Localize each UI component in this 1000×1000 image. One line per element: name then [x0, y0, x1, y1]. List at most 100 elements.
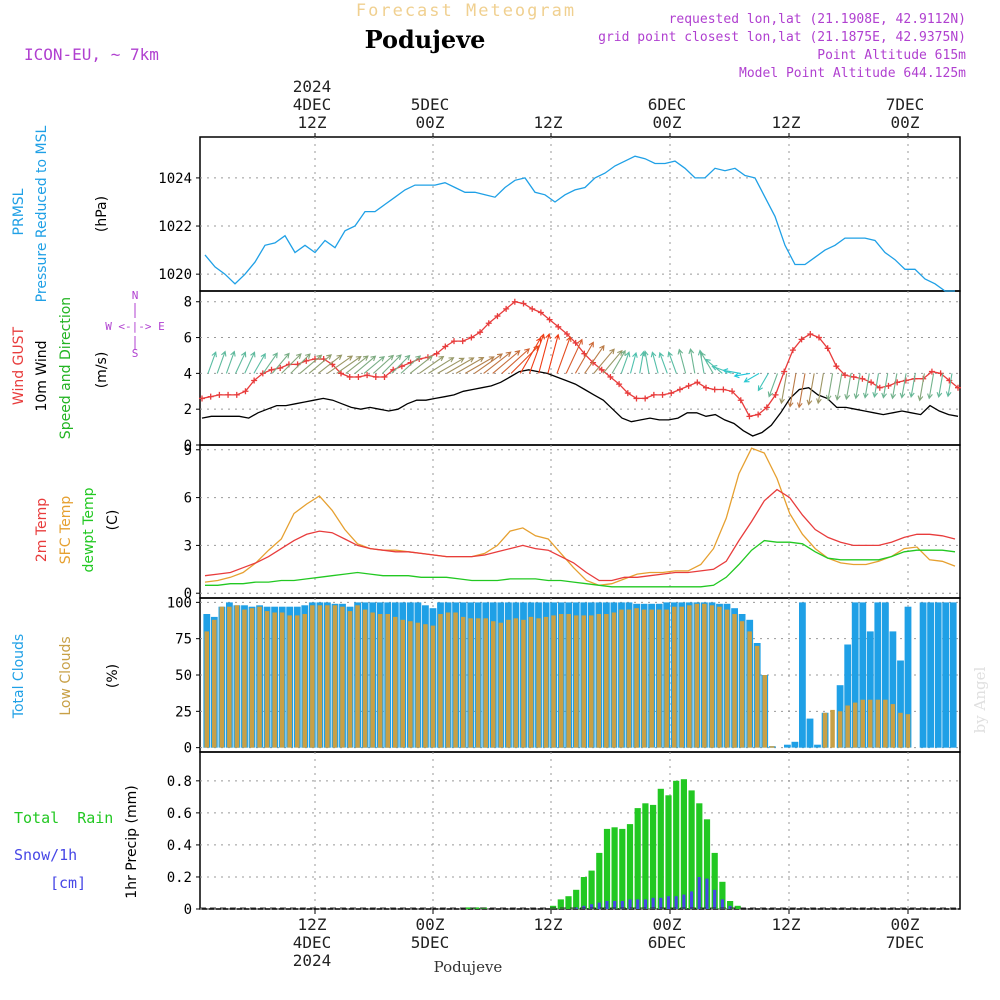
wind-direction-arrow [667, 351, 677, 374]
low-cloud-bar [649, 609, 654, 748]
wind-direction-arrow [927, 373, 935, 400]
point-altitude: Point Altitude 615m [817, 48, 966, 63]
rain-bar [473, 907, 480, 909]
wind-direction-arrow [299, 354, 323, 374]
snow-bar [690, 891, 694, 909]
gust-marker [477, 329, 484, 336]
temperature-ytick-label: 3 [184, 538, 192, 554]
wind-direction-arrow [528, 333, 545, 374]
low-cloud-bar [393, 616, 398, 748]
gust-marker [902, 377, 909, 384]
gust-marker [537, 309, 544, 316]
compass-n: N [132, 289, 139, 302]
snow-bar [590, 904, 594, 909]
low-cloud-bar [672, 606, 677, 748]
total-cloud-bar [919, 602, 927, 748]
snow-bar [636, 899, 640, 909]
rain-bar [580, 877, 587, 909]
top-tick-label: 2024 [293, 77, 332, 96]
temp2m-label: 2m Temp [34, 498, 50, 562]
top-tick-label: 00Z [416, 113, 445, 132]
2m-temp-line [204, 488, 956, 582]
wind-direction-arrow [372, 354, 395, 374]
total-cloud-bar [806, 718, 814, 748]
low-cloud-bar [619, 609, 624, 748]
gust-marker [642, 395, 649, 402]
precip-ytick-label: 0.8 [167, 774, 192, 790]
gust-marker [842, 372, 849, 379]
wind-direction-arrow [363, 355, 385, 374]
gust-marker [259, 370, 266, 377]
wind-direction-arrow [602, 349, 623, 374]
top-tick-label: 00Z [653, 113, 682, 132]
gust-marker [685, 382, 692, 389]
top-tick-label: 7DEC [886, 95, 925, 114]
wind-direction-arrow [584, 344, 605, 374]
low-cloud-bar [521, 619, 526, 748]
low-clouds-label: Low Clouds [58, 636, 74, 715]
gust-marker [659, 391, 666, 398]
wind-direction-arrow [862, 373, 870, 399]
snow-bar [682, 894, 686, 909]
low-cloud-bar [898, 712, 903, 748]
total-cloud-bar [851, 602, 859, 748]
gust-marker [511, 298, 518, 305]
low-cloud-bar [641, 609, 647, 748]
rain-bar [696, 803, 703, 909]
wind-direction-arrow [253, 352, 266, 374]
low-cloud-bar [242, 609, 247, 748]
gust-marker [225, 391, 232, 398]
low-cloud-bar [453, 612, 458, 748]
low-cloud-bar [227, 606, 232, 748]
wind-direction-arrow [437, 357, 465, 374]
rain-bar [603, 828, 611, 909]
low-cloud-bar [272, 612, 277, 748]
snow-bar [628, 899, 632, 909]
model-point-altitude: Model Point Altitude 644.125m [739, 66, 966, 81]
low-cloud-bar [574, 615, 579, 748]
gust-marker [850, 373, 857, 380]
wind-ytick-label: 0 [184, 438, 192, 454]
low-cloud-bar [355, 605, 360, 748]
pressure-ytick-label: 1020 [158, 267, 192, 283]
wind-direction-arrow [945, 373, 953, 398]
gust-marker [772, 391, 779, 398]
low-cloud-bar [717, 606, 722, 748]
wind-direction-arrow [787, 373, 797, 408]
low-cloud-bar [551, 615, 556, 748]
low-cloud-bar [626, 609, 632, 748]
low-cloud-bar [279, 612, 285, 748]
footer-location: Podujeve [434, 958, 503, 976]
gust-marker [616, 381, 623, 388]
low-cloud-bar [566, 614, 571, 748]
low-cloud-bar [287, 615, 292, 748]
low-cloud-bar [589, 615, 594, 748]
low-cloud-bar [491, 621, 496, 748]
wind-direction-arrow [757, 373, 769, 392]
gust-marker [789, 347, 796, 354]
gust-marker [303, 357, 310, 364]
model-label: ICON-EU, ~ 7km [24, 45, 159, 64]
wind-direction-arrow [519, 337, 542, 374]
low-cloud-bar [212, 619, 217, 748]
gust-marker [494, 313, 501, 320]
bottom-tick-label: 12Z [772, 915, 801, 934]
gust-marker [572, 339, 579, 346]
low-cloud-bar [506, 619, 511, 748]
bottom-tick-label: 00Z [416, 915, 445, 934]
low-cloud-bar [302, 614, 307, 748]
wind-direction-arrow [806, 373, 815, 406]
rain-bar [703, 819, 711, 909]
gust-marker [955, 384, 961, 391]
pressure-ytick-label: 1024 [158, 171, 192, 187]
wind-direction-arrow [244, 351, 256, 374]
low-cloud-bar [204, 631, 209, 748]
rain-bar [550, 905, 557, 909]
low-cloud-bar [264, 611, 270, 748]
temperature-ytick-label: 6 [184, 491, 192, 507]
wind-direction-arrow [327, 355, 354, 374]
snow-unit: [cm] [50, 874, 86, 892]
